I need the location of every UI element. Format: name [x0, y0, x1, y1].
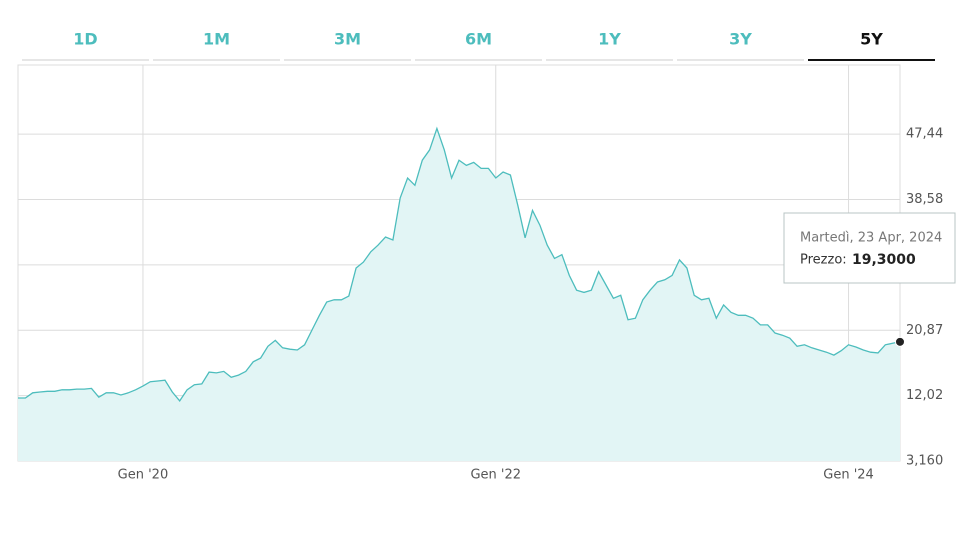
- tooltip-value: 19,3000: [852, 252, 916, 268]
- area-fill: [18, 128, 900, 461]
- range-tab[interactable]: 6M: [465, 30, 492, 49]
- x-tick-label: Gen '24: [823, 468, 874, 483]
- y-tick-label: 38,58: [906, 192, 943, 207]
- x-tick-label: Gen '22: [470, 468, 521, 483]
- y-tick-label: 47,44: [906, 127, 943, 142]
- range-tab[interactable]: 3M: [334, 30, 361, 49]
- y-tick-label: 3,160: [906, 454, 943, 469]
- tooltip-label: Prezzo:: [800, 253, 847, 268]
- tooltip-date: Martedì, 23 Apr, 2024: [800, 231, 942, 246]
- range-tab[interactable]: 1Y: [598, 30, 621, 49]
- range-tab[interactable]: 5Y: [860, 30, 883, 49]
- y-tick-label: 20,87: [906, 323, 943, 338]
- tooltip-box: [783, 212, 956, 284]
- x-tick-label: Gen '20: [118, 468, 169, 483]
- hover-point: [895, 336, 905, 347]
- range-tab[interactable]: 1D: [73, 30, 97, 49]
- range-tab[interactable]: 1M: [203, 30, 230, 49]
- y-tick-label: 12,02: [906, 388, 943, 403]
- price-line: [18, 126, 901, 402]
- tooltip: Martedì, 23 Apr, 2024 Prezzo: 19,3000: [783, 212, 956, 284]
- range-tab[interactable]: 3Y: [729, 30, 752, 49]
